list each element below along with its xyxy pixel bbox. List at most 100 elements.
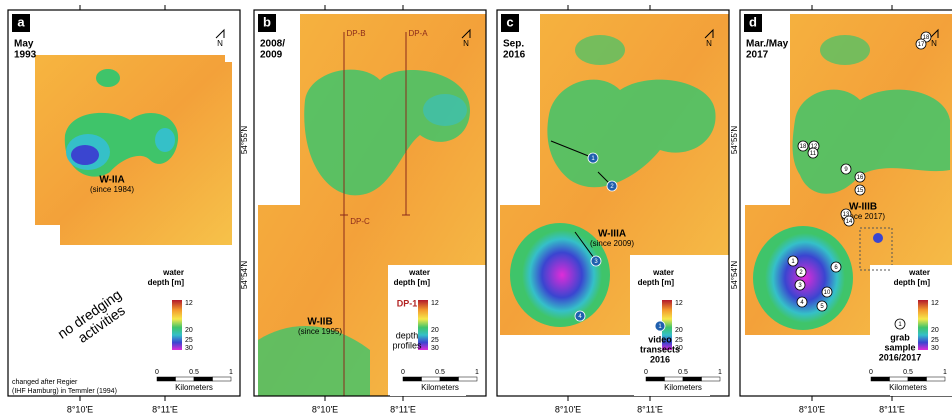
colorbar-tick: 30 <box>931 345 939 352</box>
panel-letter-box <box>744 14 762 32</box>
sample: 11 <box>810 151 817 157</box>
profile-key: DP-1 <box>397 298 418 308</box>
scale-seg <box>870 376 890 382</box>
feature-name: W-IIIB <box>849 202 877 213</box>
transect: 3 <box>594 259 598 265</box>
sample-key-text: 2016/2017 <box>879 352 922 362</box>
x-axis-label: 8°11'E <box>637 404 663 414</box>
sample-marker <box>807 147 819 159</box>
colorbar-tick: 25 <box>431 337 439 344</box>
scale-unit: Kilometers <box>889 383 927 392</box>
feature-since: (since 2017) <box>841 212 885 221</box>
sample: 3 <box>798 283 802 289</box>
x-axis-label: 8°10'E <box>67 404 93 414</box>
colorbar-tick: 30 <box>185 345 193 352</box>
sample: 10 <box>824 290 831 296</box>
colorbar <box>918 300 928 350</box>
colorbar-tick: 30 <box>431 345 439 352</box>
scale-label: 0.5 <box>678 369 688 376</box>
colorbar-tick: 20 <box>931 327 939 334</box>
scale-seg <box>402 376 422 382</box>
x-axis-label: 8°10'E <box>312 404 338 414</box>
profile-label: DP-C <box>350 217 370 226</box>
scale-label: 0 <box>869 369 873 376</box>
sample: 2 <box>799 270 803 276</box>
x-axis-label: 8°10'E <box>555 404 581 414</box>
panel-date: 2008/ <box>260 39 285 50</box>
sample-marker <box>830 261 842 273</box>
legend-title: water <box>908 268 930 277</box>
profile-label: DP-A <box>408 29 428 38</box>
legend-title: water <box>162 268 184 277</box>
colorbar-tick: 12 <box>675 300 683 307</box>
legend-title: depth [m] <box>638 278 675 287</box>
panel-letter: a <box>17 14 25 29</box>
x-axis-label: 8°11'E <box>152 404 178 414</box>
panel-letter: c <box>506 14 513 29</box>
north-arrow <box>215 28 225 39</box>
feature-name: W-IIIA <box>598 229 626 240</box>
panel-letter-box <box>501 14 519 32</box>
legend-title: depth [m] <box>894 278 931 287</box>
colorbar-tick: 20 <box>431 327 439 334</box>
sample-marker <box>840 163 852 175</box>
sample-marker <box>795 266 807 278</box>
transect-key-marker <box>654 320 666 332</box>
x-axis-label: 8°10'E <box>799 404 825 414</box>
panel-date: 1993 <box>14 50 37 61</box>
feature-since: (since 2009) <box>590 239 634 248</box>
scale-label: 1 <box>229 369 233 376</box>
panel-letter: b <box>263 14 271 29</box>
colorbar <box>662 300 672 350</box>
panel-frame <box>253 9 487 397</box>
scale-label: 1 <box>943 369 947 376</box>
colorbar-tick: 25 <box>931 337 939 344</box>
transect-marker <box>590 255 602 267</box>
sample: 15 <box>857 188 864 194</box>
transect-key-text: transects <box>640 344 680 354</box>
sample: 17 <box>918 42 925 48</box>
sample: 6 <box>834 265 838 271</box>
scale-unit: Kilometers <box>421 383 459 392</box>
north-label: N <box>463 39 469 48</box>
panel-date: 2016 <box>503 50 526 61</box>
sample: 5 <box>820 304 824 310</box>
sample: 13 <box>843 212 850 218</box>
transect-marker <box>606 180 618 192</box>
panel-date: Sep. <box>503 39 524 50</box>
colorbar <box>418 300 428 350</box>
scale-label: 0.5 <box>435 369 445 376</box>
sample-marker <box>797 140 809 152</box>
sample: 1 <box>791 259 795 265</box>
map-c <box>500 14 729 335</box>
scale-seg <box>421 376 441 382</box>
legend-title: water <box>408 268 430 277</box>
legend-title: water <box>652 268 674 277</box>
scale-seg <box>907 376 927 382</box>
panel-frame <box>739 9 952 397</box>
sample-marker <box>787 255 799 267</box>
sample: 4 <box>800 300 804 306</box>
scale-seg <box>889 376 909 382</box>
sample: 14 <box>846 219 853 225</box>
sample: 18 <box>923 35 930 41</box>
transect-marker <box>587 152 599 164</box>
scale-seg <box>193 376 213 382</box>
scale-seg <box>701 376 721 382</box>
sample-key-marker <box>894 318 906 330</box>
north-label: N <box>706 39 712 48</box>
transect-key-text: 2016 <box>650 354 670 364</box>
panel-date: 2017 <box>746 50 769 61</box>
panel-date: 2009 <box>260 50 283 61</box>
scale-label: 0.5 <box>903 369 913 376</box>
scale-unit: Kilometers <box>664 383 702 392</box>
sample-key: 1 <box>898 322 902 328</box>
scale-unit: Kilometers <box>175 383 213 392</box>
y-axis-label: 54°54'N <box>730 261 739 290</box>
sample-key-text: grab <box>890 332 910 342</box>
sample-marker <box>794 279 806 291</box>
map-a <box>35 55 232 245</box>
x-axis-label: 8°11'E <box>390 404 416 414</box>
sample-key-text: sample <box>884 342 915 352</box>
